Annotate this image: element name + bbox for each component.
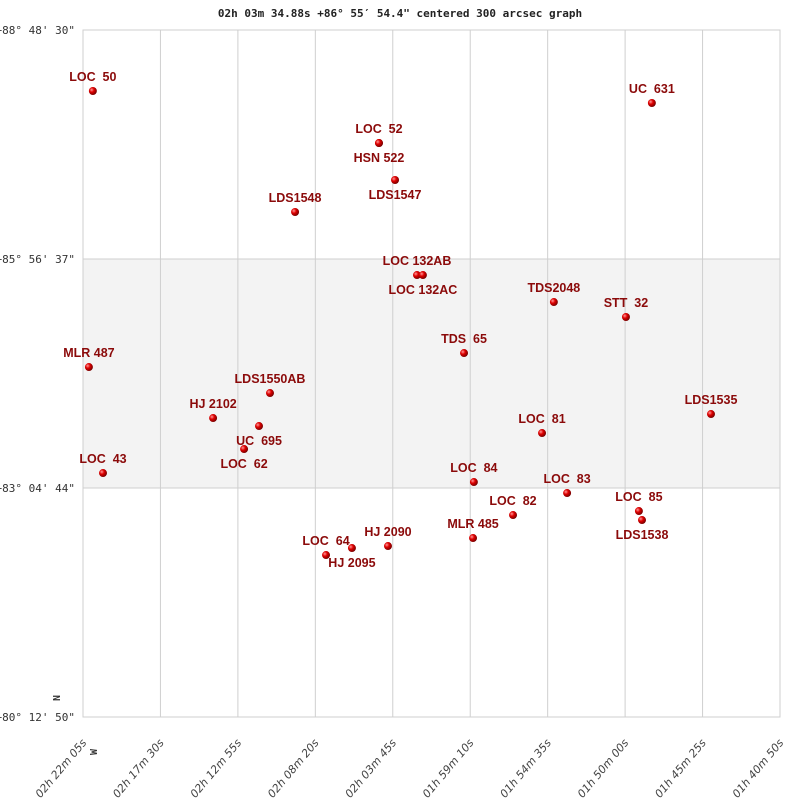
star-marker [209,414,218,423]
star-marker [621,313,630,322]
star-label: LOC 62 [220,457,267,471]
star-label: LOC 132AC [389,283,458,297]
chart-title: 02h 03m 34.88s +86° 55′ 54.4" centered 3… [218,7,582,20]
star-label: LDS1547 [369,188,422,202]
star-label: LDS1538 [616,528,669,542]
star-label: LOC 132AB [383,254,452,268]
plot-area: 02h 22m 05s 02h 17m 30s 02h 12m 55s 02h 08m… [0,24,786,800]
star-label: TDS2048 [527,281,580,295]
star-label: LOC 50 [69,70,116,84]
y-tick-label: +80° 12' 50" [0,711,75,724]
star-marker [391,176,400,185]
star-label: UC 695 [236,434,282,448]
star-label: UC 631 [629,82,675,96]
star-label: LOC 64 [302,534,349,548]
x-tick-label: 02h 17m 30s [110,736,167,800]
x-tick-label: 01h 54m 35s [497,736,554,800]
star-label: TDS 65 [441,332,487,346]
compass-north: N [52,695,63,701]
star-label: HJ 2095 [328,556,375,570]
star-marker [549,298,558,307]
star-label: LOC 43 [79,452,126,466]
x-tick-label: 02h 03m 45s [343,736,400,800]
star-label: LOC 84 [450,461,497,475]
x-tick-label: 02h 22m 05s [33,736,90,800]
star-marker [469,478,478,487]
compass-west: W [89,748,100,755]
star-label: LDS1550AB [235,372,306,386]
star-marker [98,469,107,478]
star-marker [255,422,264,431]
star-label: LOC 52 [355,122,402,136]
star-marker [383,542,392,551]
star-marker [707,410,716,419]
star-marker [322,551,331,560]
star-marker [412,271,421,280]
star-marker [347,544,356,553]
plot-border [82,29,781,718]
star-marker [418,271,427,280]
star-marker [265,389,274,398]
x-tick-label: 02h 12m 55s [188,736,245,800]
star-marker [647,99,656,108]
star-marker [88,86,97,95]
x-tick-label: 01h 50m 00s [575,736,632,800]
star-marker [634,507,643,516]
star-marker [374,139,383,148]
y-tick-label: +88° 48' 30" [0,24,75,37]
star-marker [563,489,572,498]
star-label: LDS1548 [269,191,322,205]
star-marker [84,363,93,372]
star-marker [638,516,647,525]
star-label: LDS1535 [685,393,738,407]
star-marker [460,349,469,358]
star-marker [469,534,478,543]
star-marker [538,429,547,438]
star-label: HSN 522 [354,151,405,165]
y-tick-label: +83° 04' 44" [0,482,75,495]
y-tick-label: +85° 56' 37" [0,253,75,266]
star-marker [240,445,249,454]
x-tick-label: 01h 59m 10s [420,736,477,800]
x-tick-label: 01h 45m 25s [652,736,709,800]
star-label: LOC 81 [518,412,565,426]
star-label: MLR 487 [63,346,114,360]
shaded-band [83,258,780,488]
star-label: MLR 485 [447,517,498,531]
star-label: STT 32 [604,296,649,310]
x-tick-label: 01h 40m 50s [730,736,787,800]
star-label: LOC 85 [615,490,662,504]
star-labels: LOC 50 UC 631 LOC 52 HSN 522 LDS1547 LDS1548 L… [63,70,737,570]
star-marker [509,511,518,520]
star-label: HJ 2102 [189,397,236,411]
x-tick-label: 02h 08m 20s [265,736,322,800]
star-label: LOC 82 [489,494,536,508]
star-label: HJ 2090 [364,525,411,539]
star-label: LOC 83 [543,472,590,486]
star-marker [291,208,300,217]
